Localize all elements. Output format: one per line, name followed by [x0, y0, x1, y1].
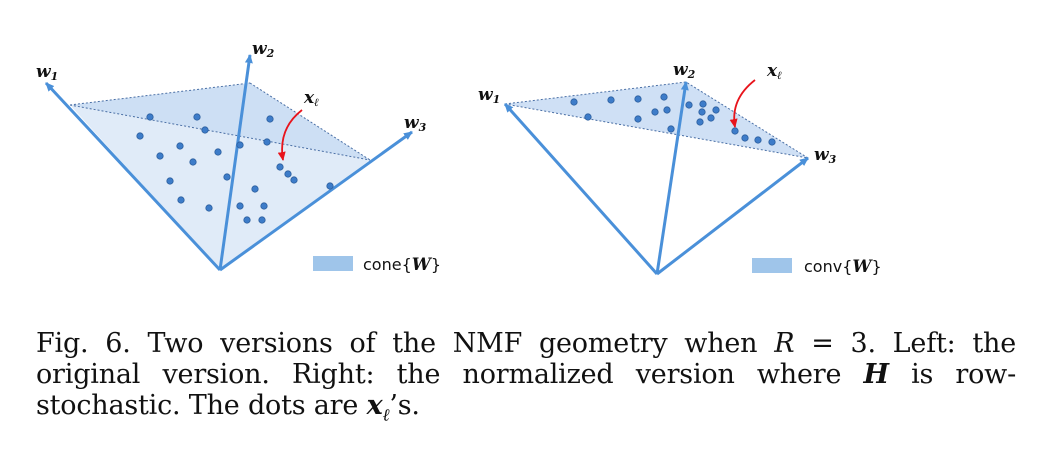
left-panel-cone: w1 w2 w3 xℓ cone{W}: [36, 39, 441, 275]
x-annotation-arrow-right: [729, 79, 756, 128]
caption-math-x-sub: ℓ: [382, 405, 390, 426]
caption-text-4: ’s.: [389, 390, 420, 421]
conv-legend-label: conv{W}: [804, 257, 882, 277]
w1-arrow-right: [503, 103, 659, 275]
caption-text-3: is row-stochastic. The dots are: [36, 359, 1017, 421]
w3-arrow-right: [656, 156, 809, 276]
left-data-dots: [136, 113, 334, 224]
caption-math-h: H: [863, 359, 890, 390]
cone-legend-swatch: [313, 256, 353, 271]
w2-label-right: w2: [673, 60, 696, 81]
w3-label: w3: [404, 113, 427, 134]
w3-label-right: w3: [814, 145, 837, 166]
caption-fig-label: Fig. 6.: [36, 328, 131, 359]
w1-label-right: w1: [478, 85, 500, 106]
w1-arrow: [44, 81, 222, 272]
cone-legend-label: cone{W}: [363, 255, 441, 275]
w1-label: w1: [36, 62, 58, 83]
x-label: xℓ: [303, 88, 319, 109]
w2-arrow-right: [655, 81, 689, 275]
w2-arrow: [218, 54, 253, 271]
x-label-right: xℓ: [766, 61, 782, 82]
x-annotation-arrow: [277, 109, 303, 161]
w3-arrow: [219, 130, 413, 272]
caption-text-2: = 3. Left: the original version. Right: …: [36, 328, 1016, 390]
caption-math-x: x: [366, 390, 383, 421]
right-data-dots: [570, 93, 776, 146]
cone-edge-dashed-3: [69, 104, 371, 161]
simplex-face: [504, 81, 809, 159]
caption-math-r: R: [774, 328, 795, 359]
nmf-geometry-figure: w1 w2 w3 xℓ cone{W} w1 w2 w3 xℓ conv{W}: [36, 39, 882, 277]
figure-caption: Fig. 6. Two versions of the NMF geometry…: [36, 328, 1016, 431]
cone-top-face: [70, 83, 370, 160]
conv-legend-swatch: [752, 258, 792, 273]
caption-text-1: Two versions of the NMF geometry when: [130, 328, 775, 359]
w2-label: w2: [252, 39, 275, 60]
right-panel-simplex: w1 w2 w3 xℓ conv{W}: [478, 60, 882, 277]
